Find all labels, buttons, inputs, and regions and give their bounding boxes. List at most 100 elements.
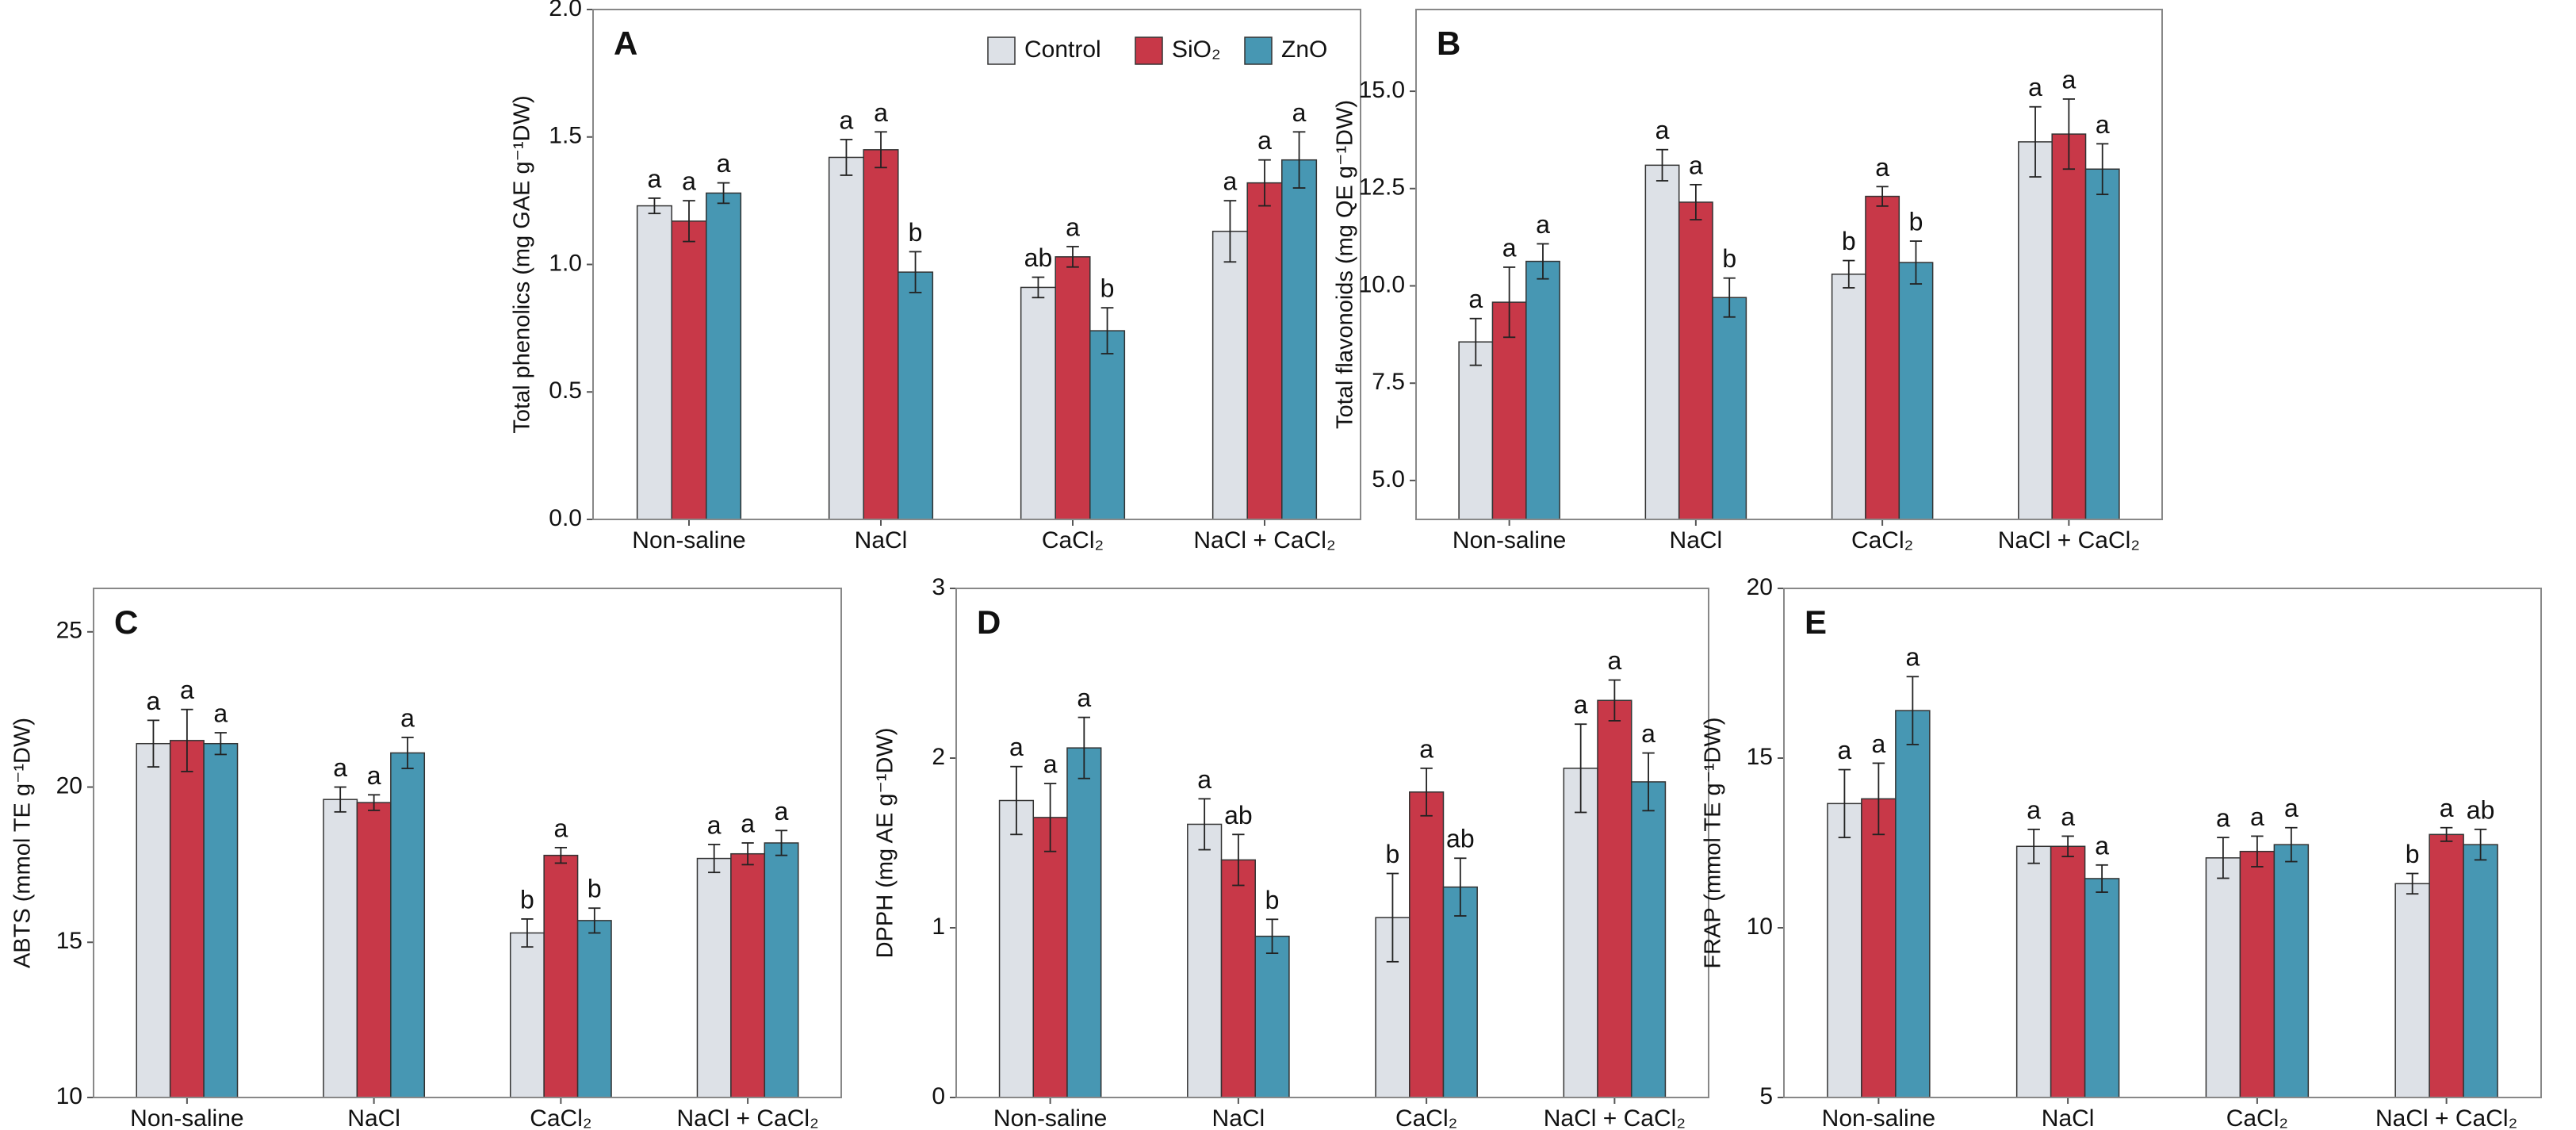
significance-letter: a — [553, 814, 568, 842]
significance-letter: a — [1502, 233, 1517, 262]
y-tick-label: 2.0 — [549, 0, 582, 21]
bar — [1861, 798, 1897, 1098]
x-tick-label: NaCl — [2042, 1105, 2095, 1130]
bar — [323, 799, 358, 1098]
significance-letter: a — [741, 809, 755, 837]
bar — [1211, 230, 1248, 520]
significance-letter: a — [1607, 646, 1621, 675]
bar — [1525, 260, 1560, 520]
x-tick-label: CaCl₂ — [1395, 1105, 1457, 1130]
significance-letter: a — [1009, 733, 1024, 761]
y-axis-label: ABTS (mmol TE g⁻¹DW) — [10, 718, 36, 968]
bar — [898, 271, 934, 520]
bar — [636, 205, 672, 520]
significance-letter: a — [1574, 691, 1588, 719]
panel-label: D — [977, 603, 1001, 641]
significance-letter: a — [1838, 736, 1852, 764]
significance-letter: a — [2440, 794, 2454, 822]
significance-letter: a — [1905, 643, 1920, 672]
x-tick-label: CaCl₂ — [1042, 527, 1104, 554]
significance-letter: a — [1257, 126, 1272, 155]
bar — [203, 742, 239, 1098]
bar — [2084, 168, 2120, 520]
significance-letter: ab — [1024, 243, 1053, 272]
significance-letter: a — [367, 761, 381, 790]
significance-letter: a — [1655, 116, 1670, 144]
significance-letter: b — [1842, 227, 1856, 255]
bar — [2239, 850, 2276, 1098]
significance-letter: b — [2406, 840, 2420, 868]
bar — [828, 156, 864, 520]
bar — [1032, 817, 1068, 1098]
bar — [1678, 201, 1713, 520]
significance-letter: a — [1066, 213, 1080, 241]
significance-letter: a — [707, 810, 722, 839]
significance-letter: a — [2028, 73, 2042, 102]
significance-letter: a — [180, 676, 194, 704]
bar — [543, 854, 579, 1098]
y-tick-label: 12.5 — [1359, 174, 1405, 201]
significance-letter: a — [1292, 98, 1307, 127]
significance-letter: a — [147, 687, 161, 715]
significance-letter: a — [2250, 802, 2264, 831]
y-tick-label: 20 — [56, 772, 82, 799]
significance-letter: a — [775, 797, 789, 825]
significance-letter: b — [1100, 274, 1115, 303]
significance-letter: a — [2027, 795, 2041, 824]
legend-label: ZnO — [1281, 36, 1327, 63]
y-tick-label: 0 — [932, 1083, 945, 1109]
significance-letter: a — [840, 105, 854, 134]
significance-letter: a — [1689, 151, 1703, 179]
y-axis-label: Total phenolics (mg GAE g⁻¹DW) — [510, 95, 535, 433]
significance-letter: a — [682, 167, 696, 196]
significance-letter: a — [213, 699, 228, 727]
significance-letter: b — [909, 218, 923, 247]
y-tick-label: 0.5 — [549, 377, 582, 404]
x-tick-label: NaCl — [347, 1105, 400, 1130]
bar — [1055, 256, 1091, 520]
panel-label: A — [614, 25, 637, 62]
panel-label: C — [114, 603, 138, 641]
bar — [2394, 883, 2430, 1098]
significance-letter: b — [520, 885, 534, 914]
bar — [1089, 330, 1126, 520]
significance-letter: a — [2284, 794, 2298, 822]
significance-letter: a — [1536, 210, 1550, 239]
y-tick-label: 5 — [1759, 1083, 1773, 1109]
bar — [1597, 699, 1632, 1098]
x-tick-label: NaCl — [1670, 527, 1723, 554]
y-tick-label: 1.5 — [549, 123, 582, 149]
plot-frame — [955, 588, 1709, 1098]
x-tick-label: CaCl₂ — [2226, 1105, 2288, 1130]
bar — [1831, 274, 1866, 520]
bar — [1898, 262, 1934, 520]
bar — [1020, 286, 1056, 520]
significance-letter: a — [2216, 804, 2230, 833]
plot-frame — [1783, 588, 2542, 1098]
bar — [1442, 886, 1478, 1098]
bar — [356, 802, 392, 1098]
bar — [1644, 164, 1680, 520]
y-tick-label: 7.5 — [1372, 369, 1405, 395]
significance-letter: b — [1265, 886, 1280, 914]
bar — [1254, 935, 1290, 1098]
x-tick-label: Non-saline — [993, 1105, 1107, 1130]
panel-label: B — [1437, 25, 1460, 62]
significance-letter: a — [333, 753, 347, 782]
significance-letter: ab — [1446, 825, 1475, 853]
significance-letter: a — [1223, 167, 1238, 196]
bar — [169, 740, 205, 1098]
x-tick-label: Non-saline — [1822, 1105, 1935, 1130]
bar — [1220, 859, 1256, 1098]
bar — [2051, 133, 2087, 520]
bar — [576, 920, 612, 1098]
significance-letter: a — [1419, 734, 1433, 763]
bar — [2205, 857, 2241, 1098]
panel: 5.0 7.5 10.0 12.5 15.0 Non-saline NaCl CaCl₂ NaC… — [1333, 9, 2163, 554]
y-tick-label: 2 — [932, 744, 945, 770]
bar — [1066, 747, 1102, 1098]
x-tick-label: NaCl + CaCl₂ — [1998, 527, 2140, 554]
significance-letter: a — [1875, 153, 1889, 182]
bar — [1458, 341, 1494, 520]
bar — [730, 852, 766, 1098]
